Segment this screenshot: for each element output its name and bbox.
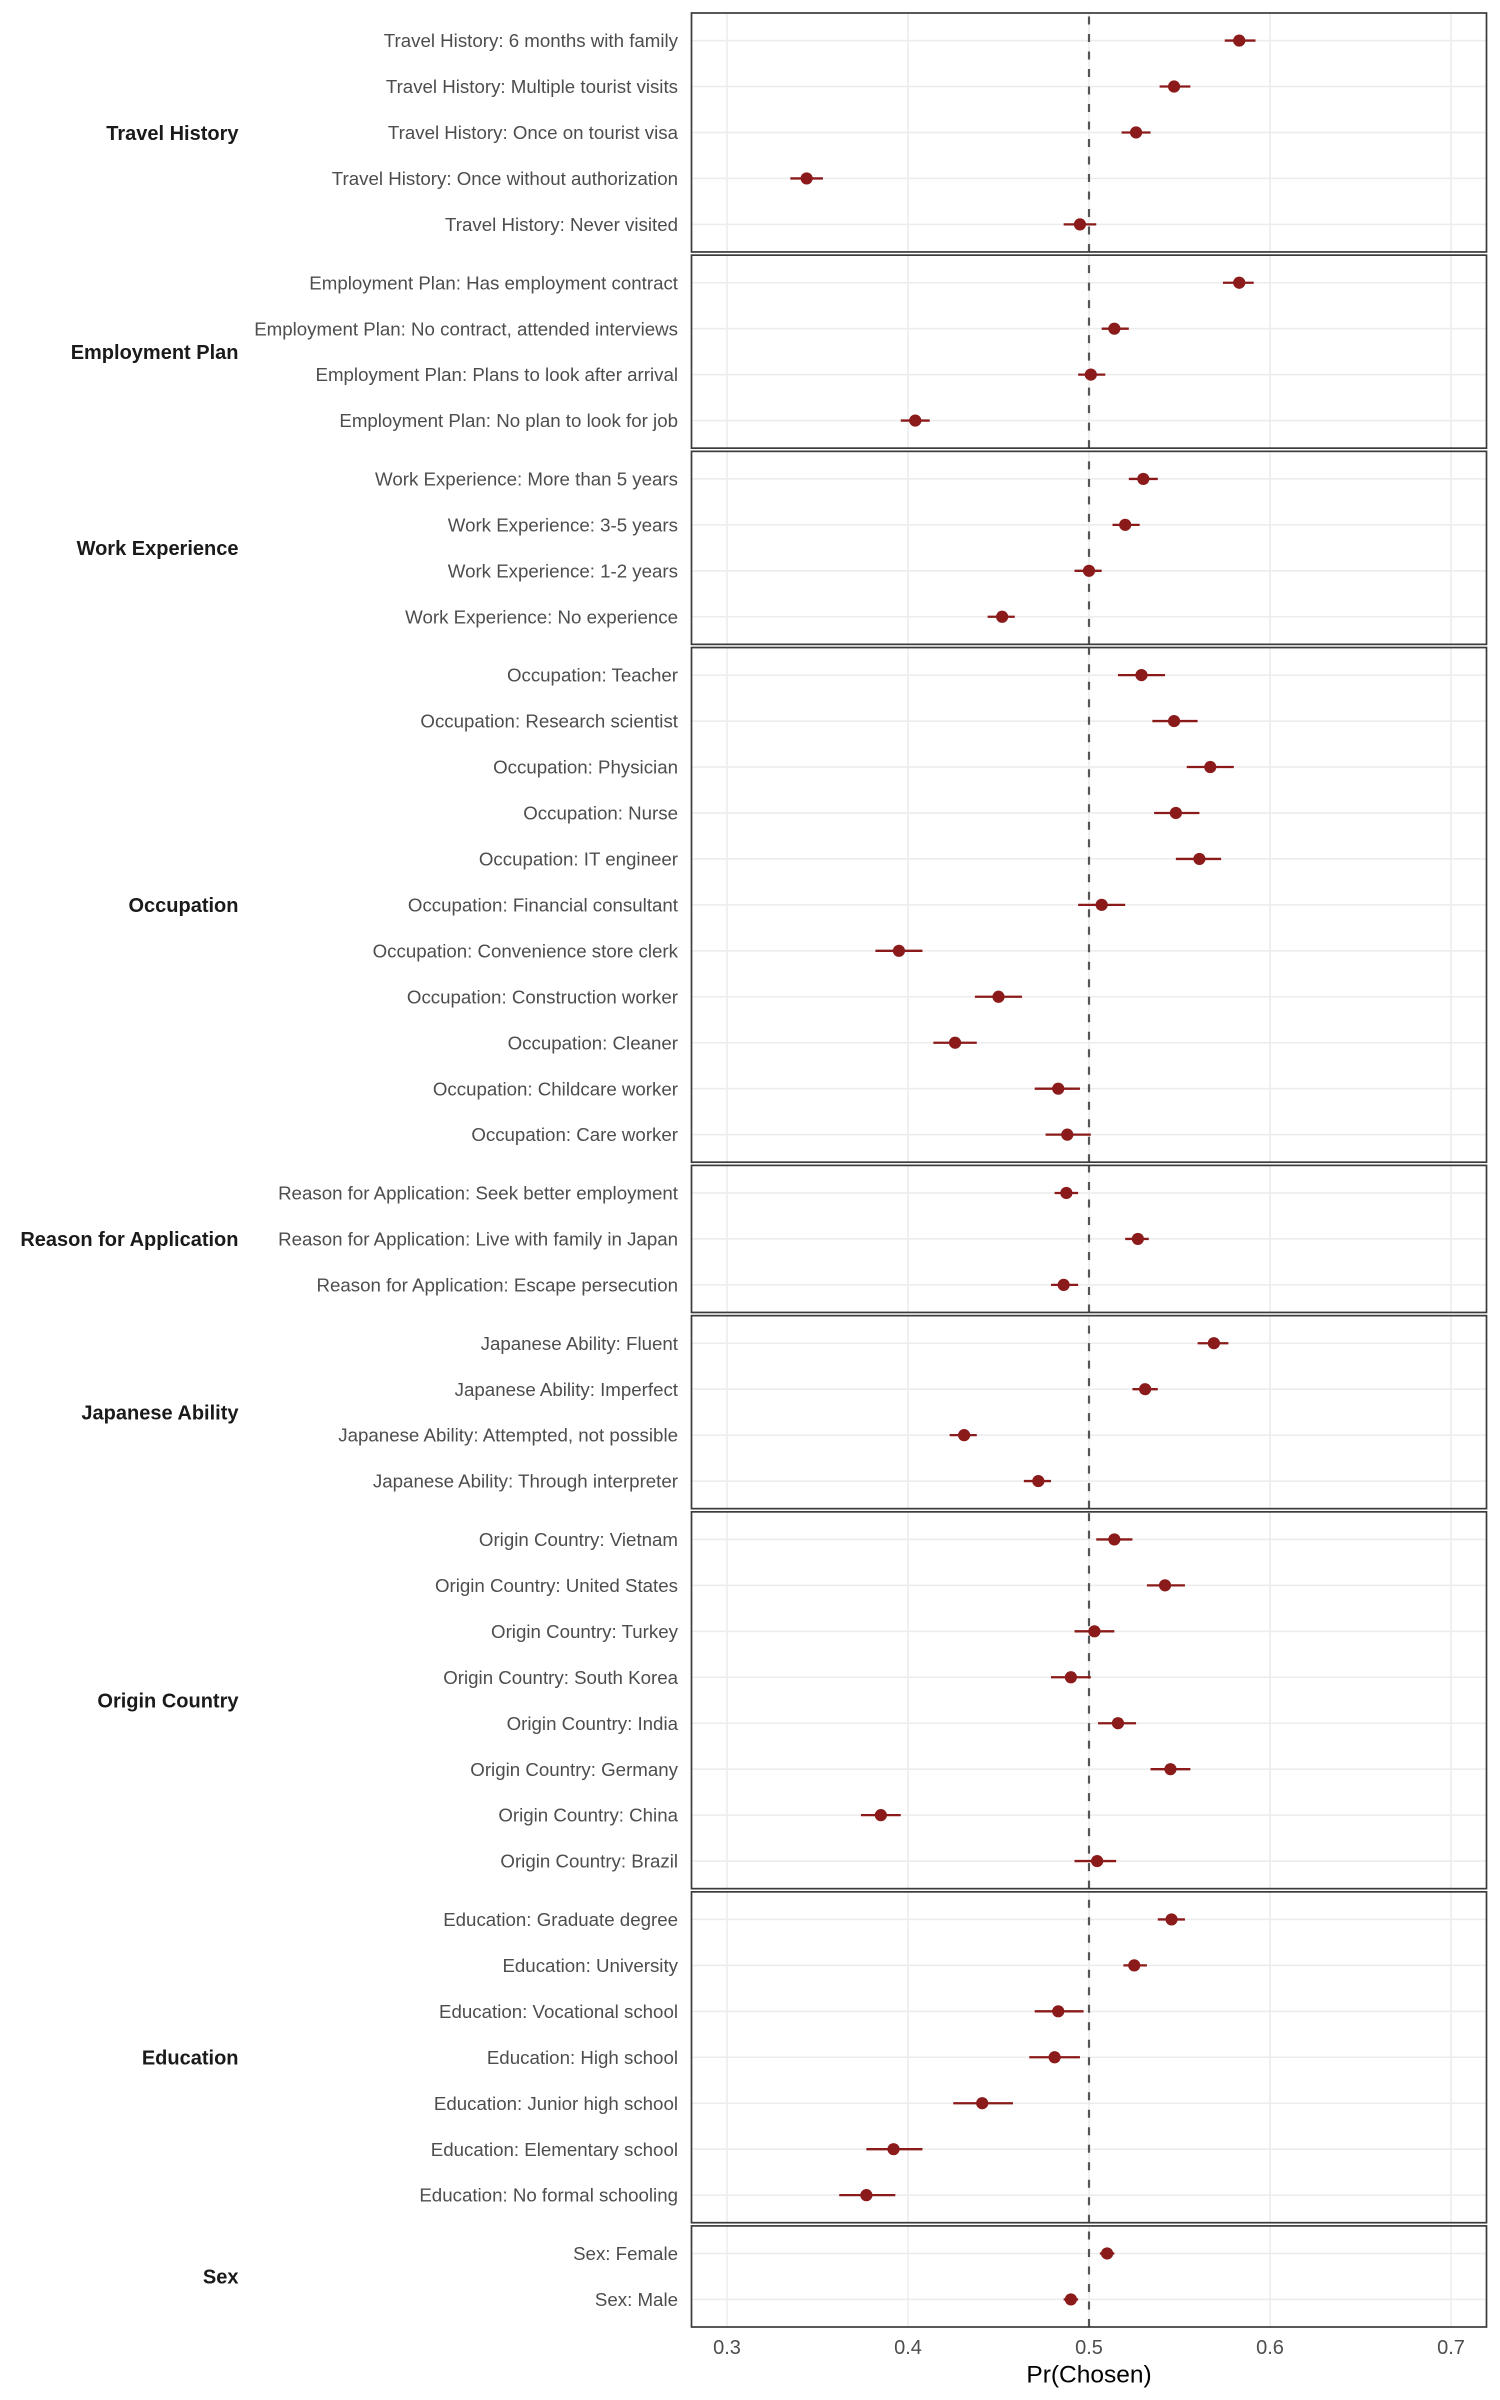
svg-text:Employment Plan: Employment Plan: [71, 342, 239, 364]
svg-text:Occupation: Construction worke: Occupation: Construction worker: [407, 986, 678, 1007]
svg-text:Reason for Application: Reason for Application: [20, 1229, 238, 1251]
svg-text:Occupation: Convenience store: Occupation: Convenience store clerk: [373, 940, 679, 961]
svg-text:Origin Country: China: Origin Country: China: [498, 1805, 678, 1826]
svg-text:Japanese Ability: Through inte: Japanese Ability: Through interpreter: [373, 1471, 678, 1492]
svg-text:Employment Plan: Has employmen: Employment Plan: Has employment contract: [309, 272, 679, 293]
svg-text:Japanese Ability: Japanese Ability: [81, 1402, 239, 1424]
svg-text:Occupation: Care worker: Occupation: Care worker: [471, 1124, 678, 1145]
svg-text:Occupation: Research scientist: Occupation: Research scientist: [420, 711, 678, 732]
svg-text:Work Experience: 1-2 years: Work Experience: 1-2 years: [448, 560, 678, 581]
svg-text:Origin Country: Vietnam: Origin Country: Vietnam: [479, 1529, 678, 1550]
svg-text:0.4: 0.4: [894, 2337, 922, 2359]
svg-text:Education: No formal schooling: Education: No formal schooling: [419, 2185, 678, 2206]
svg-text:Origin Country: Turkey: Origin Country: Turkey: [491, 1621, 679, 1642]
svg-text:Travel History: Once on touris: Travel History: Once on tourist visa: [388, 122, 679, 143]
svg-text:Education: University: Education: University: [502, 1955, 678, 1976]
svg-text:Origin Country: South Korea: Origin Country: South Korea: [443, 1667, 678, 1688]
svg-text:Sex: Sex: [203, 2267, 239, 2289]
svg-text:Travel History: Never visited: Travel History: Never visited: [445, 214, 678, 235]
svg-text:Employment Plan: No contract,: Employment Plan: No contract, attended i…: [254, 318, 678, 339]
svg-text:Pr(Chosen): Pr(Chosen): [1026, 2362, 1151, 2389]
svg-text:Reason for Application: Escape: Reason for Application: Escape persecuti…: [316, 1274, 678, 1295]
svg-text:Employment Plan: Plans to look: Employment Plan: Plans to look after arr…: [316, 364, 679, 385]
svg-text:Employment Plan: No plan to lo: Employment Plan: No plan to look for job: [339, 410, 678, 431]
svg-text:0.5: 0.5: [1075, 2337, 1103, 2359]
svg-text:Japanese Ability: Attempted, n: Japanese Ability: Attempted, not possibl…: [338, 1425, 678, 1446]
svg-text:Reason for Application: Live w: Reason for Application: Live with family…: [278, 1229, 678, 1250]
svg-text:Origin Country: Germany: Origin Country: Germany: [470, 1759, 678, 1780]
svg-text:Occupation: Cleaner: Occupation: Cleaner: [508, 1032, 678, 1053]
svg-text:Education: Junior high school: Education: Junior high school: [434, 2093, 678, 2114]
svg-text:0.7: 0.7: [1437, 2337, 1465, 2359]
svg-text:Work Experience: Work Experience: [77, 538, 239, 560]
svg-text:Occupation: Teacher: Occupation: Teacher: [507, 665, 678, 686]
svg-text:0.3: 0.3: [713, 2337, 741, 2359]
svg-text:Travel History: Once without a: Travel History: Once without authorizati…: [332, 168, 678, 189]
svg-text:Origin Country: United States: Origin Country: United States: [435, 1575, 678, 1596]
svg-text:Japanese Ability: Fluent: Japanese Ability: Fluent: [481, 1333, 679, 1354]
svg-text:Occupation: Childcare worker: Occupation: Childcare worker: [433, 1078, 678, 1099]
svg-text:Origin Country: Brazil: Origin Country: Brazil: [500, 1851, 678, 1872]
svg-text:Occupation: Physician: Occupation: Physician: [493, 757, 678, 778]
svg-text:Occupation: Occupation: [128, 895, 238, 917]
svg-text:Education: Education: [142, 2048, 239, 2070]
svg-text:Origin Country: Origin Country: [97, 1691, 239, 1713]
svg-text:Sex: Male: Sex: Male: [595, 2289, 678, 2310]
svg-text:Occupation: IT engineer: Occupation: IT engineer: [479, 849, 678, 870]
svg-text:Work Experience: 3-5 years: Work Experience: 3-5 years: [448, 514, 678, 535]
svg-text:Occupation: Financial consulta: Occupation: Financial consultant: [408, 894, 679, 915]
svg-text:Travel History: Travel History: [106, 123, 239, 145]
svg-text:Travel History: Multiple touri: Travel History: Multiple tourist visits: [386, 76, 678, 97]
svg-text:0.6: 0.6: [1256, 2337, 1284, 2359]
svg-text:Education: Vocational school: Education: Vocational school: [439, 2001, 678, 2022]
svg-text:Occupation: Nurse: Occupation: Nurse: [523, 803, 678, 824]
svg-text:Work Experience: More than 5 y: Work Experience: More than 5 years: [375, 469, 678, 490]
svg-text:Travel History: 6 months with: Travel History: 6 months with family: [384, 30, 679, 51]
svg-text:Education: High school: Education: High school: [487, 2047, 678, 2068]
svg-text:Origin Country: India: Origin Country: India: [507, 1713, 679, 1734]
svg-text:Sex: Female: Sex: Female: [573, 2243, 678, 2264]
svg-text:Education: Graduate degree: Education: Graduate degree: [443, 1909, 678, 1930]
svg-text:Reason for Application: Seek b: Reason for Application: Seek better empl…: [278, 1183, 679, 1204]
svg-text:Education: Elementary school: Education: Elementary school: [431, 2139, 678, 2160]
svg-text:Japanese Ability: Imperfect: Japanese Ability: Imperfect: [455, 1379, 679, 1400]
svg-text:Work Experience: No experience: Work Experience: No experience: [405, 606, 678, 627]
